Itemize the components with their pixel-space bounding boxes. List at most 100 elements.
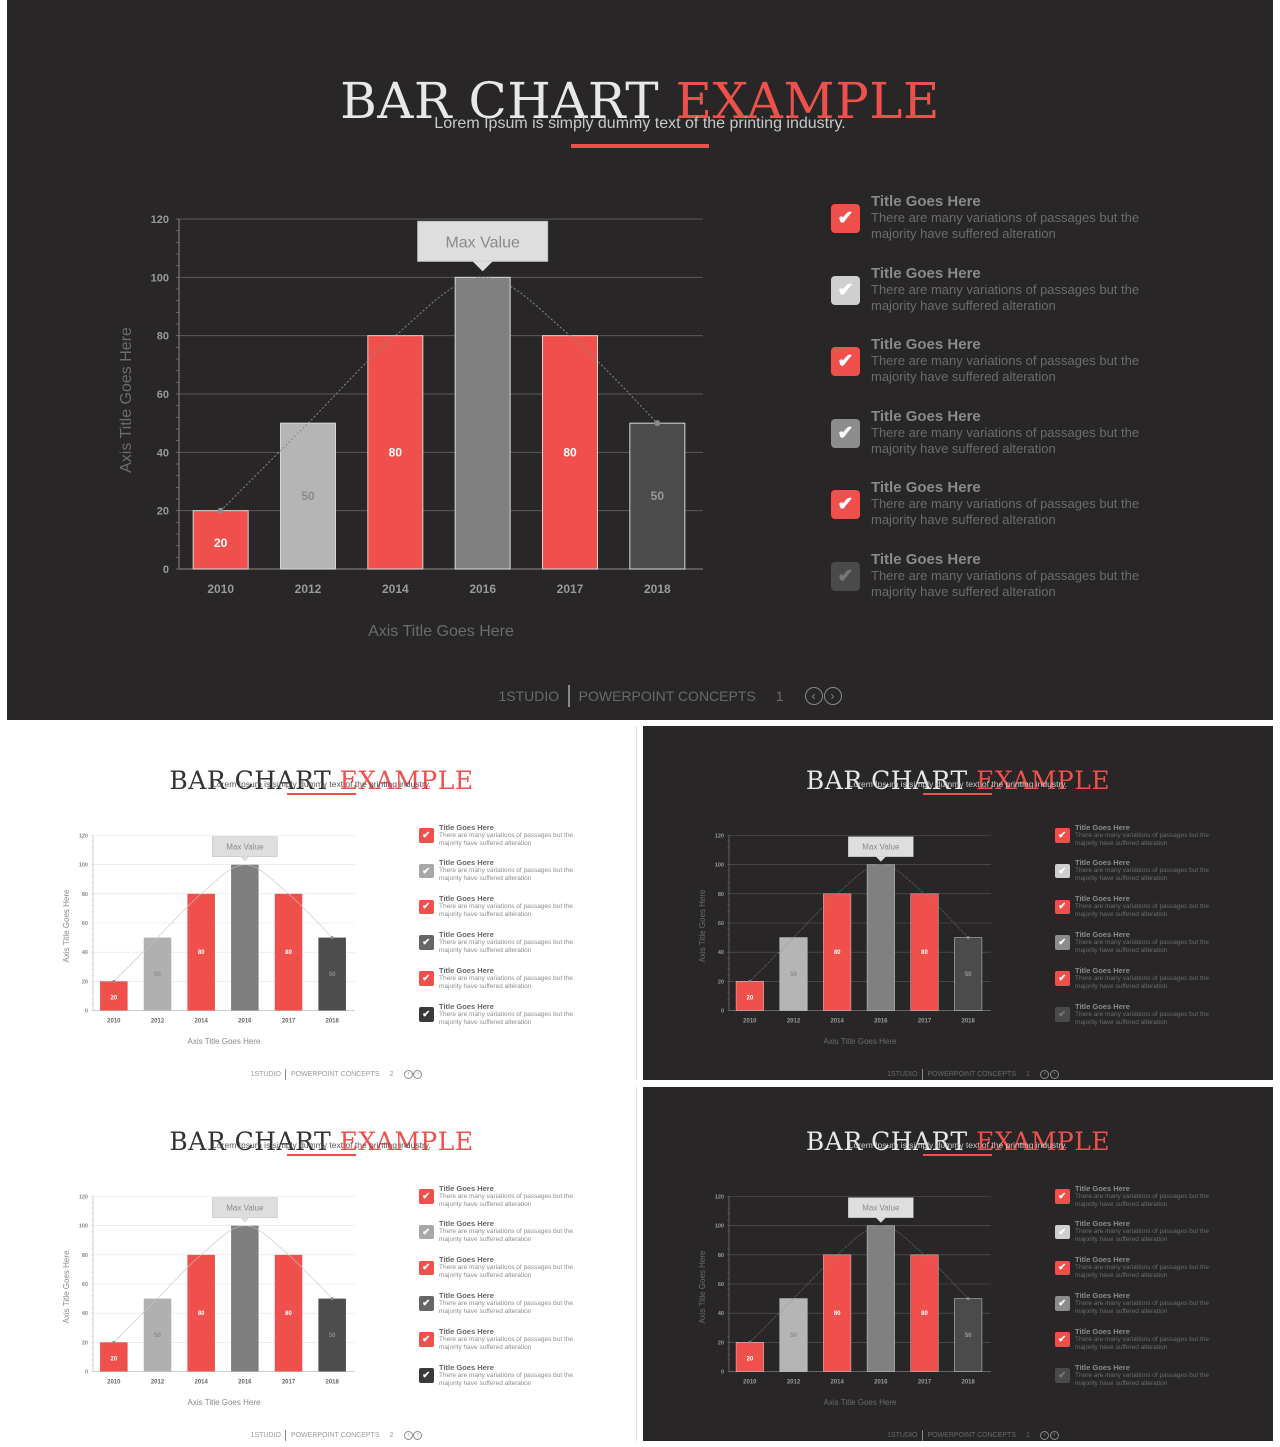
checkbox-checked[interactable]: ✔ bbox=[1055, 1189, 1070, 1204]
checkbox-checked[interactable]: ✔ bbox=[419, 828, 434, 843]
checklist-text: Title Goes Here There are many variations… bbox=[1075, 894, 1223, 919]
checklist-item-title: Title Goes Here bbox=[871, 336, 981, 354]
checklist-item-desc: There are many variations of passages bu… bbox=[439, 867, 574, 883]
y-tick-label: 60 bbox=[82, 921, 88, 927]
chevron-right-icon[interactable]: › bbox=[823, 687, 842, 705]
checkbox-checked[interactable]: ✔ bbox=[419, 1007, 434, 1022]
checkbox-checked[interactable]: ✔ bbox=[1055, 1368, 1070, 1383]
data-label: 20 bbox=[110, 996, 117, 1002]
x-axis-title: Axis Title Goes Here bbox=[368, 623, 514, 640]
slide-subtitle: Lorem Ipsum is simply dummy text of the … bbox=[848, 779, 1068, 789]
checkbox-checked[interactable]: ✔ bbox=[1055, 1007, 1070, 1022]
y-tick-label: 120 bbox=[79, 1195, 88, 1201]
y-tick-label: 0 bbox=[721, 1370, 724, 1376]
slide-thumbnail[interactable]: BAR CHART EXAMPLE Lorem Ipsum is simply d… bbox=[7, 726, 637, 1080]
bar-2012 bbox=[143, 937, 172, 1011]
title-accent: EXAMPLE bbox=[339, 1127, 474, 1156]
checklist-text: Title Goes Here There are many variations… bbox=[871, 551, 1167, 600]
y-axis-title: Axis Title Goes Here bbox=[62, 889, 71, 962]
trend-line bbox=[220, 276, 658, 512]
checkbox-checked[interactable]: ✔ bbox=[831, 562, 860, 591]
x-tick-label: 2018 bbox=[961, 1019, 975, 1025]
chevron-left-icon[interactable]: ‹ bbox=[804, 687, 823, 705]
checklist-item: ✔ Title Goes Here There are many variation… bbox=[419, 1002, 589, 1027]
bar-2010 bbox=[100, 1342, 128, 1372]
checkbox-checked[interactable]: ✔ bbox=[1055, 1296, 1070, 1311]
checkbox-checked[interactable]: ✔ bbox=[419, 1224, 434, 1240]
slide-footer: 1STUDIO POWERPOINT CONCEPTS 1 ‹ › bbox=[643, 1429, 1273, 1441]
checklist-item-title: Title Goes Here bbox=[439, 1326, 494, 1336]
slide-thumbnail[interactable]: BAR CHART EXAMPLE Lorem Ipsum is simply d… bbox=[643, 1087, 1273, 1441]
chevron-left-icon[interactable]: ‹ bbox=[1040, 1069, 1050, 1079]
chevron-left-icon[interactable]: ‹ bbox=[403, 1069, 413, 1079]
checklist-text: Title Goes Here There are many variations… bbox=[1075, 1327, 1223, 1352]
title-accent: EXAMPLE bbox=[976, 1127, 1111, 1156]
footer-concepts: POWERPOINT CONCEPTS bbox=[578, 688, 756, 704]
checkbox-checked[interactable]: ✔ bbox=[419, 899, 434, 915]
checkbox-checked[interactable]: ✔ bbox=[1055, 828, 1070, 843]
chevron-left-icon[interactable]: ‹ bbox=[1040, 1430, 1050, 1440]
checklist-text: Title Goes Here There are many variations… bbox=[439, 1184, 587, 1209]
check-icon: ✔ bbox=[422, 1333, 431, 1345]
data-label: 50 bbox=[329, 1333, 336, 1339]
checkbox-checked[interactable]: ✔ bbox=[1055, 971, 1070, 986]
checklist-item-desc: There are many variations of passages bu… bbox=[1075, 867, 1210, 883]
checkbox-checked[interactable]: ✔ bbox=[831, 347, 860, 377]
bar-chart: 0 20 40 60 80 100 120 20 2010 50 2012 80 2014 2016 80 2… bbox=[698, 1195, 991, 1407]
page-number: 2 bbox=[389, 1070, 394, 1078]
checkbox-checked[interactable]: ✔ bbox=[1055, 1260, 1070, 1276]
checkbox-checked[interactable]: ✔ bbox=[419, 1260, 434, 1276]
chevron-right-icon[interactable]: › bbox=[413, 1069, 423, 1079]
checkbox-checked[interactable]: ✔ bbox=[419, 1368, 434, 1383]
bar-2012 bbox=[143, 1298, 172, 1372]
title-main: BAR CHART bbox=[169, 766, 332, 795]
checklist-item-title: Title Goes Here bbox=[1075, 965, 1130, 975]
checkbox-checked[interactable]: ✔ bbox=[419, 1189, 434, 1204]
y-tick-label: 60 bbox=[718, 921, 724, 927]
checkbox-checked[interactable]: ✔ bbox=[831, 418, 860, 448]
checkbox-checked[interactable]: ✔ bbox=[419, 863, 434, 879]
checkbox-checked[interactable]: ✔ bbox=[419, 935, 434, 950]
checklist-text: Title Goes Here There are many variations… bbox=[871, 479, 1167, 528]
checklist-text: Title Goes Here There are many variations… bbox=[439, 1255, 587, 1280]
checkbox-checked[interactable]: ✔ bbox=[419, 1332, 434, 1347]
checkbox-checked[interactable]: ✔ bbox=[831, 275, 860, 305]
bar-chart: 0 20 40 60 80 100 120 20 2010 50 2012 80 2014 2016 80 2… bbox=[62, 1195, 355, 1407]
checklist-item-title: Title Goes Here bbox=[1075, 858, 1130, 868]
x-tick-label: 2014 bbox=[194, 1019, 208, 1025]
callout-pointer bbox=[472, 261, 493, 272]
checkbox-checked[interactable]: ✔ bbox=[1055, 1224, 1070, 1240]
callout-text: Max Value bbox=[862, 1204, 900, 1213]
checklist-item-desc: There are many variations of passages bu… bbox=[1075, 1299, 1210, 1315]
trend-line bbox=[113, 864, 333, 982]
bar-2016 bbox=[454, 276, 511, 570]
x-tick-label: 2017 bbox=[557, 582, 584, 596]
data-label: 50 bbox=[790, 1333, 797, 1339]
checkbox-checked[interactable]: ✔ bbox=[1055, 1332, 1070, 1347]
bar-2016 bbox=[231, 1225, 259, 1372]
chevron-right-icon[interactable]: › bbox=[413, 1430, 423, 1440]
chevron-right-icon[interactable]: › bbox=[1049, 1069, 1059, 1079]
chevron-left-icon[interactable]: ‹ bbox=[403, 1430, 413, 1440]
slide-thumbnail[interactable]: BAR CHART EXAMPLE Lorem Ipsum is simply d… bbox=[643, 726, 1273, 1080]
checkbox-checked[interactable]: ✔ bbox=[419, 1296, 434, 1311]
bar-2017 bbox=[910, 893, 939, 1011]
max-value-callout: Max Value bbox=[212, 1197, 278, 1223]
checklist-item: ✔ Title Goes Here There are many variation… bbox=[831, 479, 1171, 528]
checklist-item-desc: There are many variations of passages bu… bbox=[871, 353, 1140, 385]
chevron-right-icon[interactable]: › bbox=[1049, 1430, 1059, 1440]
checkbox-checked[interactable]: ✔ bbox=[831, 490, 860, 520]
checkbox-checked[interactable]: ✔ bbox=[1055, 863, 1070, 879]
footer-separator bbox=[921, 1068, 923, 1080]
check-icon: ✔ bbox=[422, 937, 431, 949]
x-tick-label: 2012 bbox=[151, 1019, 165, 1025]
checkbox-checked[interactable]: ✔ bbox=[831, 204, 860, 233]
checkbox-checked[interactable]: ✔ bbox=[1055, 899, 1070, 915]
trend-line bbox=[749, 1225, 969, 1343]
checkbox-checked[interactable]: ✔ bbox=[419, 971, 434, 986]
y-tick-label: 40 bbox=[718, 1311, 724, 1317]
checkbox-checked[interactable]: ✔ bbox=[1055, 935, 1070, 950]
checklist-item-desc: There are many variations of passages bu… bbox=[1075, 1335, 1210, 1351]
slide-thumbnail[interactable]: BAR CHART EXAMPLE Lorem Ipsum is simply d… bbox=[7, 1087, 637, 1441]
x-tick-label: 2016 bbox=[469, 582, 496, 596]
